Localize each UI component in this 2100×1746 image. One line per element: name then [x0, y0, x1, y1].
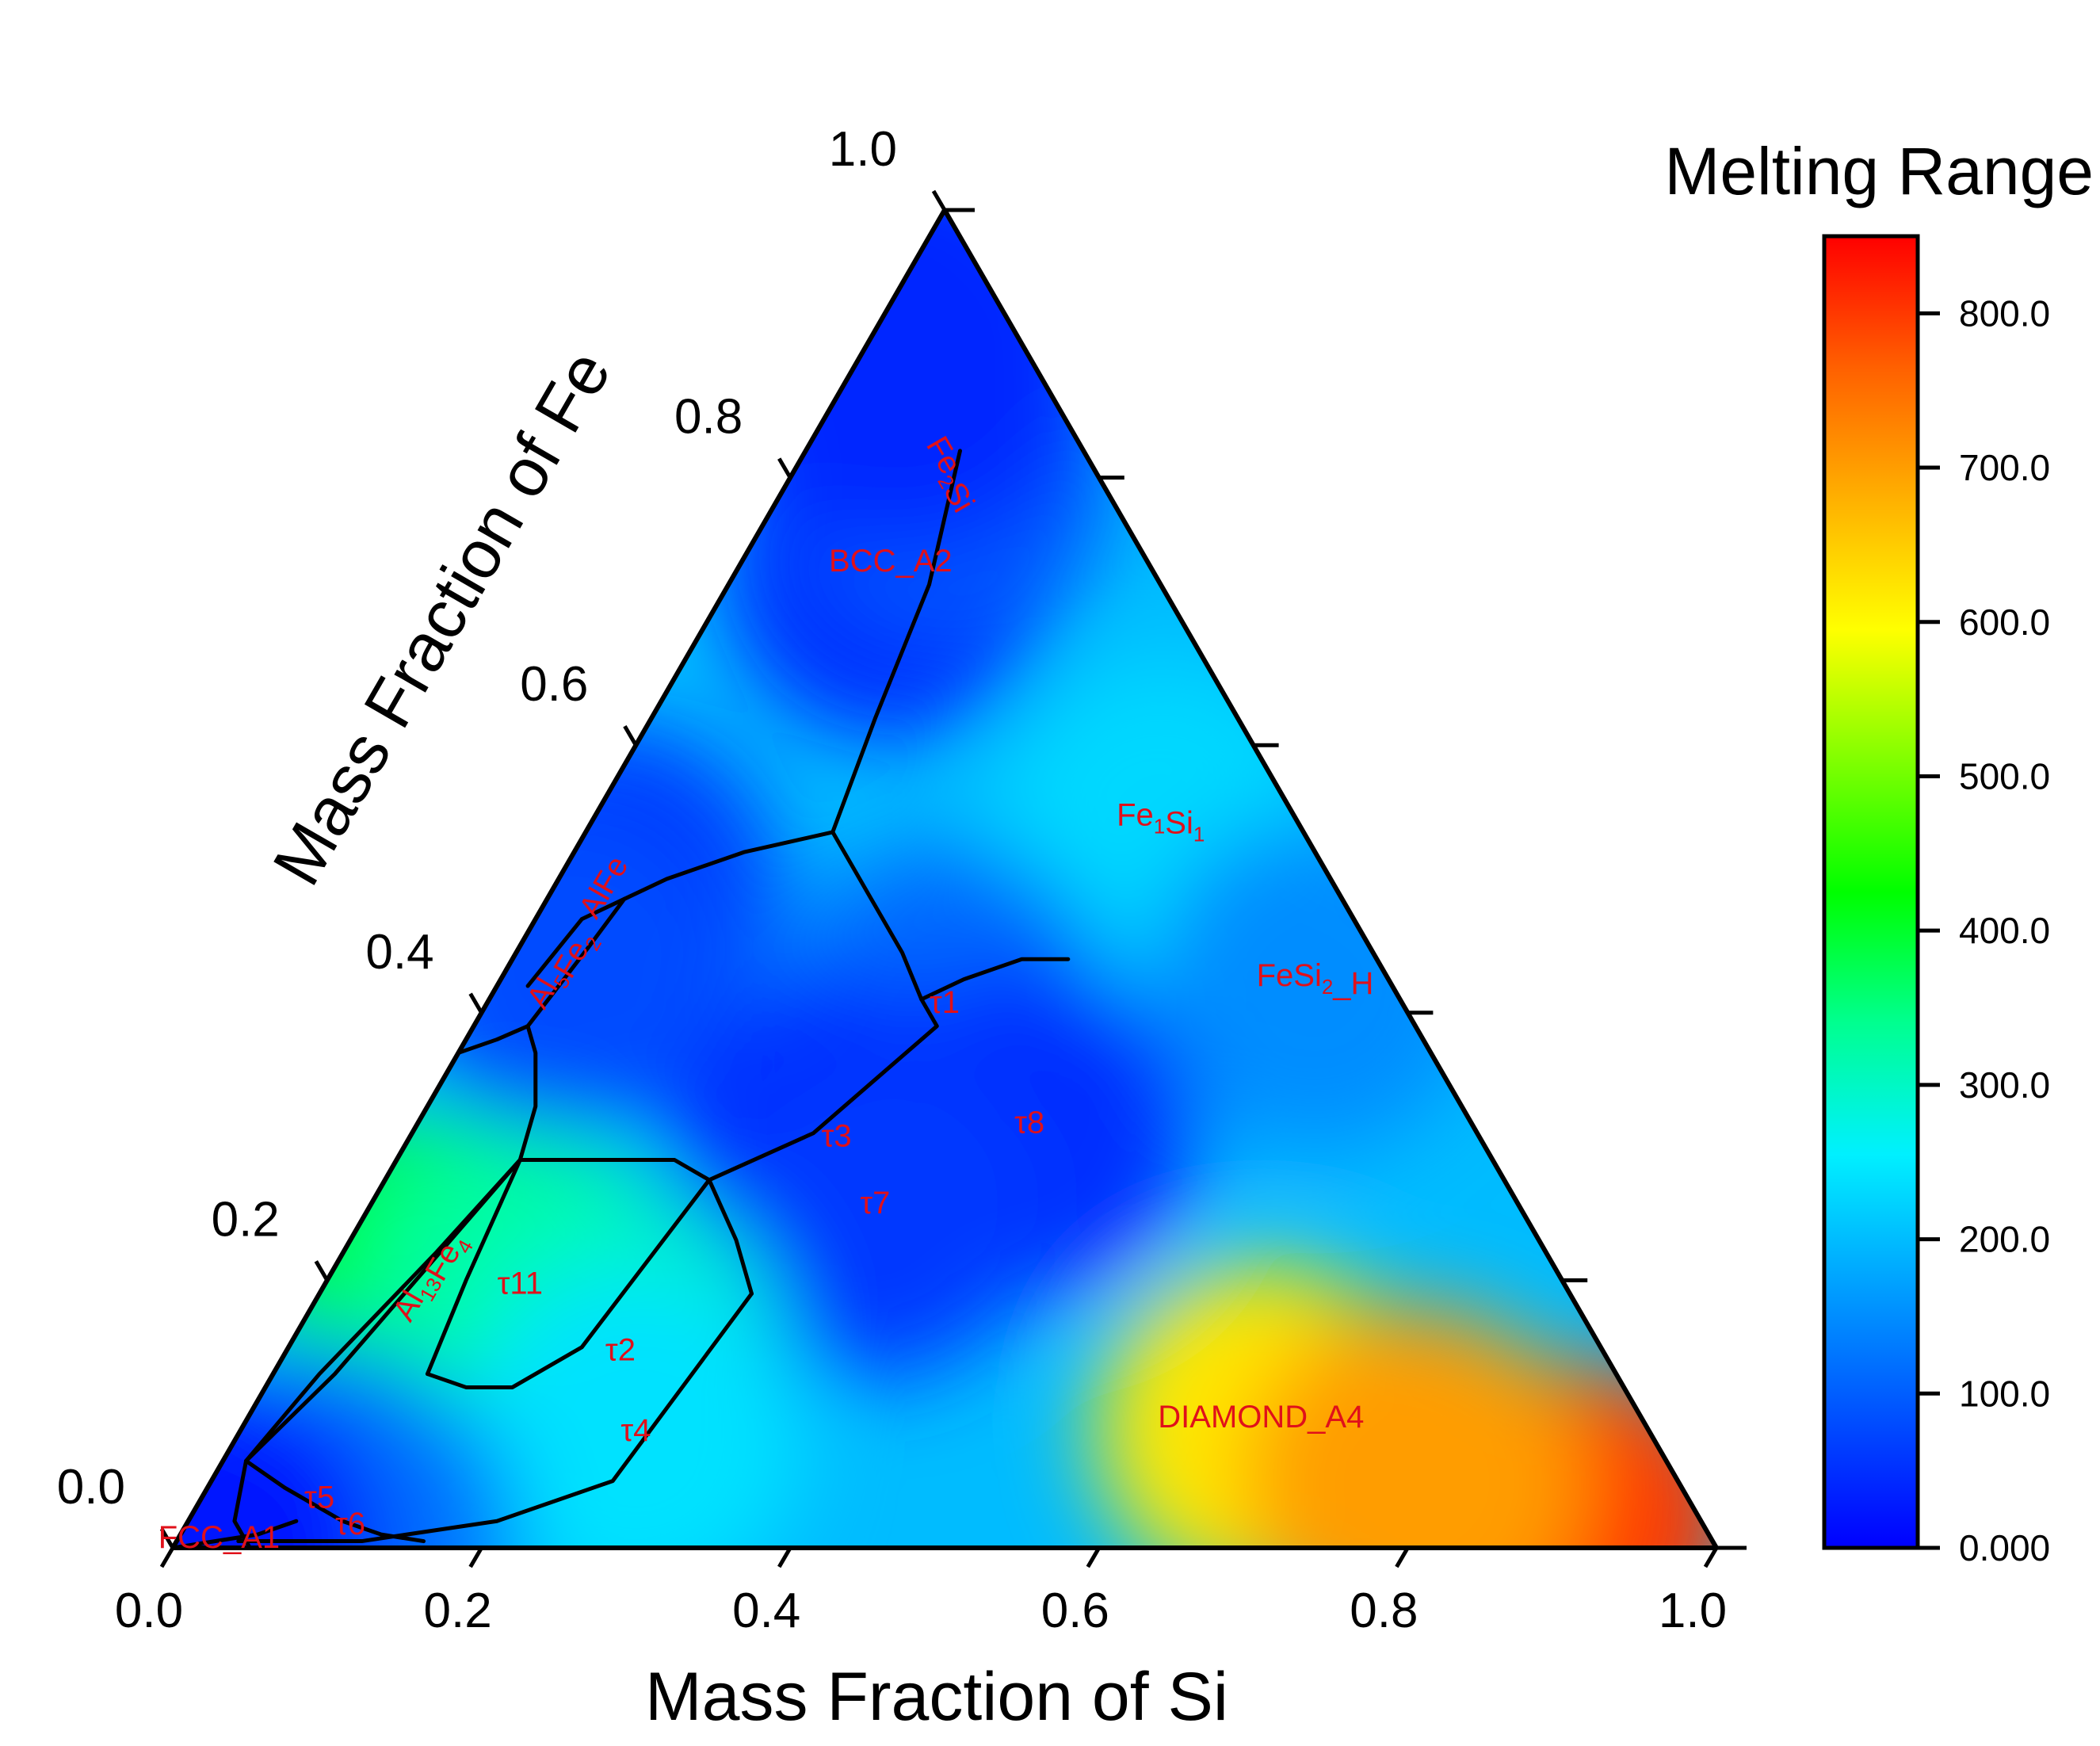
colorbar-tick-label: 600.0: [1959, 602, 2050, 643]
ternary-plot: 0.0 0.2 0.4 0.6 0.8 1.0 0.0 0.2 0.4 0.6 0.8 1.0 BCC…: [57, 122, 1747, 1735]
colorbar-title: Melting Range: [1664, 134, 2094, 208]
x-tick-label: 0.6: [1041, 1584, 1109, 1638]
colorbar-gradient: [1822, 234, 1920, 1550]
colorbar-tick-label: 700.0: [1959, 447, 2050, 488]
phase-boundary-18: [236, 1291, 754, 1544]
x-axis-title: Mass Fraction of Si: [645, 1659, 1228, 1735]
region-label-bcc-a2: BCC_A2: [829, 544, 953, 579]
x-tick: [159, 1546, 175, 1568]
heat-blob-t7: [708, 1047, 1042, 1380]
phase-boundary-2: [919, 957, 1071, 1002]
region-label-t3: τ3: [822, 1119, 852, 1154]
region-label-fe1si1: Fe1Si1: [1117, 797, 1205, 846]
phase-boundary-5: [525, 896, 627, 1029]
phase-boundary-14: [425, 1178, 712, 1389]
y-tick: [468, 992, 483, 1014]
x-tick-label: 1.0: [1659, 1584, 1727, 1638]
phase-boundary-16: [232, 1458, 252, 1548]
phase-boundary-6: [456, 1024, 530, 1055]
y-tick: [159, 1527, 175, 1549]
x-tick: [1395, 1546, 1410, 1568]
region-label-t5: τ5: [304, 1480, 334, 1515]
region-label-t2: τ2: [605, 1333, 636, 1368]
region-label-t11: τ11: [498, 1266, 543, 1301]
y-tick-label: 0.2: [212, 1192, 280, 1247]
y-tick: [314, 1260, 329, 1282]
colorbar: Melting Range 0.000 100.0 200.0 300.0 400.0 5…: [1664, 134, 2094, 1568]
colorbar-tick-label: 400.0: [1959, 910, 2050, 951]
x-tick: [468, 1546, 483, 1568]
region-label-t6: τ6: [335, 1507, 365, 1542]
region-label-t7: τ7: [860, 1186, 890, 1221]
heat-blob-si-side: [1241, 1306, 1590, 1548]
phase-boundary-0: [830, 449, 962, 835]
y-tick: [931, 189, 947, 212]
heat-blob-fcc-a1: [173, 1381, 386, 1548]
x-tick: [1703, 1546, 1719, 1568]
phase-boundary-13: [425, 1157, 522, 1377]
phase-boundary-9: [707, 997, 939, 1182]
y-tick: [777, 457, 792, 479]
ternary-ticks: 0.0 0.2 0.4 0.6 0.8 1.0 0.0 0.2 0.4 0.6 0.8 1.0: [57, 122, 1747, 1638]
phase-boundary-10: [707, 1178, 754, 1296]
region-label-t8: τ8: [1014, 1106, 1044, 1140]
region-label-t1: τ1: [930, 985, 960, 1020]
colorbar-tick-label: 800.0: [1959, 292, 2050, 334]
phase-boundaries: [173, 449, 1071, 1548]
phase-boundary-4: [525, 896, 627, 988]
y-tick-label: 0.4: [365, 925, 433, 980]
colorbar-tick-label: 0.000: [1959, 1527, 2050, 1568]
colorbar-tick-label: 300.0: [1959, 1064, 2050, 1106]
x-tick-label: 0.4: [732, 1584, 800, 1638]
phase-boundary-17: [173, 1519, 299, 1548]
region-label-fcc-a1: FCC_A1: [158, 1520, 280, 1555]
phase-boundary-12: [244, 1157, 522, 1463]
x-tick: [1086, 1546, 1101, 1568]
y-tick-label: 0.8: [674, 390, 743, 445]
y-axis-title: Mass Fraction of Fe: [258, 338, 625, 897]
phase-boundary-3: [622, 830, 835, 901]
colorbar-tick-label: 200.0: [1959, 1219, 2050, 1260]
phase-boundary-8: [517, 1157, 712, 1182]
region-label-diamond-a4: DIAMOND_A4: [1158, 1400, 1364, 1435]
phase-boundary-7: [517, 1024, 538, 1162]
colorbar-ticks: 0.000 100.0 200.0 300.0 400.0 500.0 600.0 700.0…: [1918, 292, 2050, 1568]
phase-boundary-1: [830, 830, 924, 1002]
x-tick-label: 0.8: [1350, 1584, 1418, 1638]
y-tick-label: 1.0: [829, 122, 897, 177]
y-tick: [623, 724, 638, 747]
y-tick-label: 0.0: [57, 1460, 125, 1515]
region-label-fesi2-h: FeSi2_H: [1257, 958, 1374, 1001]
x-tick-label: 0.0: [115, 1584, 183, 1638]
colorbar-tick-label: 500.0: [1959, 755, 2050, 797]
colorbar-tick-label: 100.0: [1959, 1373, 2050, 1414]
x-tick: [777, 1546, 792, 1568]
heat-blob-fe-corner: [692, 210, 1105, 550]
ternary-triangle-outline: [170, 208, 1719, 1550]
region-label-t4: τ4: [620, 1413, 651, 1448]
melting-range-heatmap: [173, 210, 1716, 1548]
x-tick-label: 0.2: [423, 1584, 491, 1638]
heat-blob-t4: [469, 1274, 803, 1548]
y-tick-label: 0.6: [520, 657, 588, 712]
